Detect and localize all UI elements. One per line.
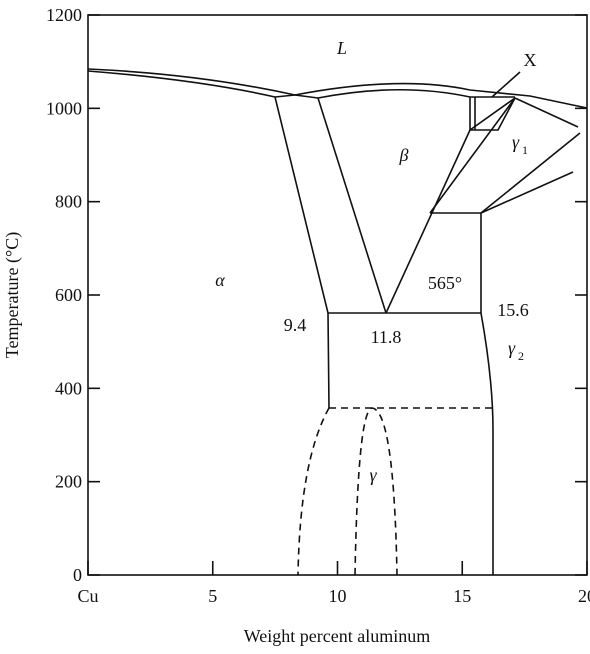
y-tick-label: 400: [55, 378, 82, 398]
x-tick-label: 15: [453, 586, 471, 606]
gamma-label: γ: [369, 465, 377, 485]
x-axis-label: Weight percent aluminum: [244, 626, 431, 646]
liquid-label: L: [336, 38, 347, 58]
x-tick-label: 20: [578, 586, 590, 606]
alpha-label: α: [215, 270, 225, 290]
gamma1-subscript: 1: [522, 143, 528, 157]
phase-boundaries: [87, 68, 588, 576]
y-tick-label: 1200: [46, 5, 82, 25]
y-tick-label: 0: [73, 565, 82, 585]
y-axis-label: Temperature (°C): [2, 232, 23, 358]
gamma1-label: γ: [512, 132, 520, 152]
y-tick-label: 200: [55, 472, 82, 492]
ticks: Cu5101520020040060080010001200: [46, 5, 590, 606]
gamma2-limit-label: 15.6: [497, 300, 529, 320]
x-tick-label: 10: [329, 586, 347, 606]
plot-frame: [87, 14, 588, 576]
x-tick-label: Cu: [77, 586, 98, 606]
eutectoid-temp-label: 565°: [428, 273, 462, 293]
y-tick-label: 800: [55, 192, 82, 212]
eutectoid-comp-label: 11.8: [371, 327, 402, 347]
x-phase-label: X: [524, 50, 537, 70]
y-tick-label: 1000: [46, 98, 82, 118]
beta-label: β: [399, 145, 409, 165]
y-tick-label: 600: [55, 285, 82, 305]
gamma2-subscript: 2: [518, 349, 524, 363]
gamma2-label: γ: [508, 338, 516, 358]
alpha-limit-label: 9.4: [284, 315, 307, 335]
x-tick-label: 5: [208, 586, 217, 606]
